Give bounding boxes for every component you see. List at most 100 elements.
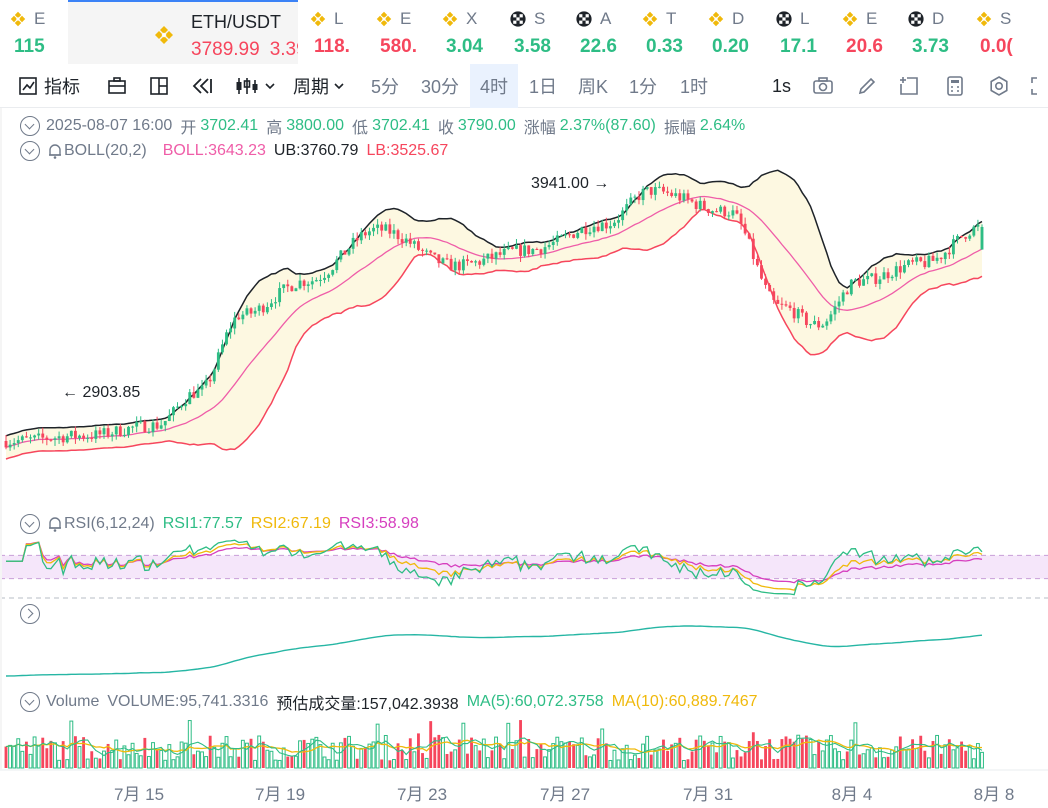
volume-bar [604,743,608,768]
candle-body [853,279,857,281]
boll-mid-value: BOLL:3643.23 [162,142,266,159]
candle-body [8,444,12,448]
add-indicator-button[interactable] [898,64,920,108]
collapse-toggle-icon[interactable] [20,116,40,136]
candle-body [45,437,49,440]
collapse-toggle-icon[interactable] [20,141,40,161]
candle-body [343,250,347,255]
change-value: 2.37%(87.60) [559,117,656,134]
volume-bar [833,748,837,769]
chart-type-button[interactable] [106,64,128,108]
candle-body [376,224,380,228]
volume-ma10-line [5,739,983,754]
candle-body [821,325,825,328]
volume-bar [82,737,86,768]
volume-bar [706,745,710,768]
fullscreen-button[interactable] [1030,64,1048,108]
candle-body [216,352,220,370]
candle-body [686,193,690,200]
ticker-item[interactable]: E 580. [366,0,430,64]
screenshot-button[interactable] [812,64,834,108]
layout-button[interactable] [148,64,170,108]
ticker-item[interactable]: S 0.0( [966,0,1048,64]
candle-body [486,253,490,259]
candle-body [894,266,898,277]
ticker-price-row: 118. [314,36,350,58]
candle-body [670,192,674,196]
volume-bar [118,759,122,768]
ticker-item[interactable]: E 20.6 [832,0,896,64]
ticker-item[interactable]: L 17.1 [766,0,830,64]
boll-ub-value: UB:3760.79 [273,142,359,159]
volume-bar [490,750,494,768]
replay-button[interactable] [190,64,214,108]
volume-bar [457,739,461,768]
ticker-symbol: S [1000,9,1012,28]
volume-bar [841,759,846,769]
bell-icon[interactable] [46,515,64,533]
bnb-icon [708,11,724,27]
candle-body [147,432,151,434]
volume-bar [971,758,976,769]
candle-body [417,241,420,250]
draw-button[interactable] [856,64,878,108]
ticker-item[interactable]: E 115 [0,0,66,64]
candle-style-dropdown[interactable] [234,64,276,108]
candle-body [204,379,208,386]
volume-bar [624,744,629,769]
interval-button[interactable]: 5分 [370,64,400,108]
candle-body [976,224,980,227]
period-dropdown[interactable]: 周期 [293,64,345,108]
candle-body [29,437,32,439]
candle-body [400,239,404,243]
expand-toggle-icon[interactable] [20,604,40,624]
candle-body [363,232,367,236]
indicators-button[interactable]: 指标 [18,64,80,108]
candle-body [972,226,976,236]
collapse-toggle-icon[interactable] [20,692,40,712]
ticker-item[interactable]: T 0.33 [632,0,696,64]
ticker-item[interactable]: D 0.20 [698,0,764,64]
volume-bar [975,743,980,769]
ticker-item[interactable]: X 3.04 [432,0,498,64]
ticker-item[interactable]: ETH/USDT 3789.99 3.39% [68,0,298,64]
ticker-item[interactable]: L 118. [300,0,364,64]
candle-body [249,308,253,314]
interval-button[interactable]: 1分 [626,64,660,108]
candle-body [114,426,118,435]
candle-body [425,250,429,252]
volume-bar [294,755,298,769]
ticker-item[interactable]: A 22.6 [566,0,630,64]
candle-body [172,407,175,416]
ticker-item[interactable]: D 3.73 [898,0,964,64]
volume-bar [935,734,940,769]
interval-button[interactable]: 30分 [418,64,462,108]
bell-icon[interactable] [46,142,64,160]
interval-button[interactable]: 1时 [676,64,712,108]
interval-button[interactable]: 周K [574,64,612,108]
volume-ma5-line [5,736,983,757]
volume-bar [869,747,874,769]
candle-body [760,265,763,279]
ticker-symbol: L [334,9,344,28]
candle-body [817,321,821,328]
collapse-toggle-icon[interactable] [20,514,40,534]
candle-body [498,252,502,255]
ticker-symbol: ETH/USDT [191,12,281,32]
candle-body [559,235,563,237]
candle-body [739,213,743,224]
volume-bar [269,750,274,769]
refresh-rate-button[interactable]: 1s [772,64,791,108]
candle-body [192,392,196,398]
ticker-symbol: A [600,9,612,28]
volume-bar [281,747,286,769]
price-chart[interactable] [0,108,1048,780]
chevron-down-icon [265,83,275,90]
volume-bar [702,740,706,768]
calculator-button[interactable] [944,64,966,108]
bnb-icon [376,11,392,27]
ticker-item[interactable]: S 3.58 [500,0,564,64]
interval-button[interactable]: 1日 [528,64,558,108]
interval-button[interactable]: 4时 [470,64,518,108]
settings-button[interactable] [988,64,1010,108]
